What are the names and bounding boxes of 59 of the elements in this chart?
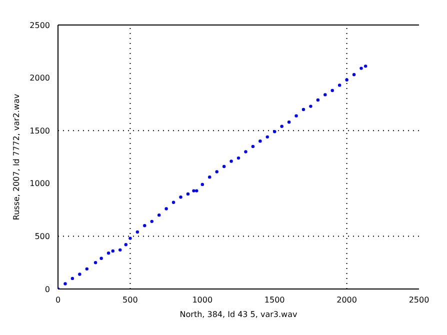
point [85,267,88,271]
point [222,164,226,168]
point [192,189,196,192]
point [273,130,276,134]
point [345,78,348,82]
point [244,150,248,154]
point [360,66,363,70]
point [164,207,168,210]
point [215,170,218,174]
point [118,248,122,252]
y-tick-label: 0 [44,284,50,294]
point [338,84,342,87]
point [316,98,320,102]
x-axis-title: North, 384, Id 43 5, var3.wav [180,310,298,319]
x-tick-label: 1000 [192,296,213,305]
point [280,124,284,128]
point [251,144,255,148]
point [186,192,190,196]
point [266,135,269,139]
point [111,249,114,253]
point [172,200,176,204]
point [352,73,356,76]
y-tick-label: 2000 [30,74,50,83]
point [294,114,298,118]
point [70,276,74,280]
point [230,160,233,163]
point [195,189,198,192]
point [287,120,291,124]
point [94,261,98,264]
x-tick-label: 0 [55,296,61,305]
point [324,93,327,96]
point [150,220,154,224]
point [200,182,204,186]
point [258,140,262,143]
point [302,108,306,112]
y-tick-label: 1500 [30,126,50,136]
point [143,224,146,228]
point [157,213,161,217]
point [309,104,312,108]
point [364,64,368,68]
y-axis-title: Russe, 2007, Id 7772, var2.wav [12,94,21,220]
x-tick-label: 500 [122,296,138,305]
y-tick-label: 500 [34,232,50,242]
point [128,236,132,240]
point [136,230,140,234]
point [124,243,128,246]
point [78,272,82,276]
point [208,175,212,179]
y-tick-label: 2500 [30,20,50,30]
point [236,156,240,160]
x-tick-label: 2500 [408,296,430,305]
y-tick-label: 1000 [30,179,50,188]
point [179,196,182,199]
point [330,88,334,92]
x-tick-label: 2000 [336,296,357,305]
point [100,256,103,260]
point [64,282,67,286]
point [106,251,110,255]
x-tick-label: 1500 [264,296,285,305]
